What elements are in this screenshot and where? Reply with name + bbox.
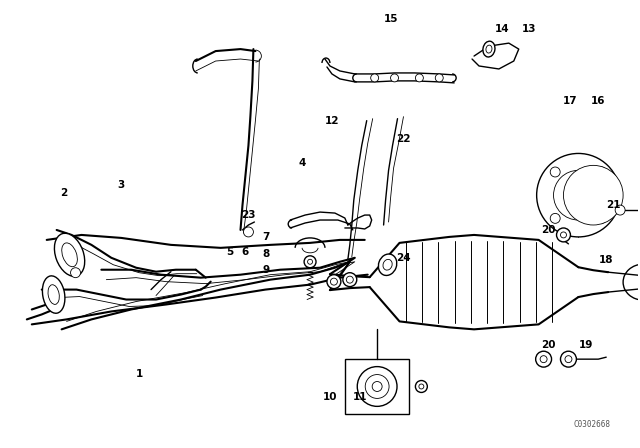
Circle shape [596,167,607,177]
Circle shape [70,268,81,278]
Circle shape [357,366,397,406]
Text: 13: 13 [522,24,536,34]
Ellipse shape [243,227,253,237]
Circle shape [565,356,572,362]
Text: 2: 2 [60,188,67,198]
Ellipse shape [62,243,77,267]
Text: 20: 20 [541,340,556,350]
Ellipse shape [42,276,65,313]
Ellipse shape [383,259,392,270]
Circle shape [346,276,353,283]
Circle shape [372,382,382,392]
Circle shape [419,384,424,389]
Text: 8: 8 [262,249,270,259]
Text: 24: 24 [396,253,411,263]
Text: 12: 12 [324,116,339,125]
Ellipse shape [378,254,397,276]
Circle shape [371,74,379,82]
Text: 10: 10 [323,392,337,402]
Text: 22: 22 [396,134,411,143]
Text: 20: 20 [541,225,556,235]
Text: 17: 17 [563,96,578,106]
Text: 15: 15 [384,14,399,24]
Circle shape [365,375,389,398]
Text: 18: 18 [599,255,614,265]
Text: 4: 4 [298,159,306,168]
Circle shape [561,351,577,367]
Ellipse shape [54,233,84,276]
Text: 6: 6 [242,247,249,257]
Text: 7: 7 [262,232,270,242]
Text: 11: 11 [353,392,367,402]
Circle shape [557,228,570,242]
Text: 5: 5 [226,247,233,257]
Polygon shape [345,359,410,414]
Circle shape [308,259,312,264]
Circle shape [615,205,625,215]
Text: 21: 21 [606,200,620,210]
Circle shape [415,74,423,82]
Circle shape [596,213,607,224]
Text: 14: 14 [495,24,509,34]
Ellipse shape [563,165,623,225]
Ellipse shape [486,45,492,53]
Text: 1: 1 [136,369,143,379]
Text: 3: 3 [118,180,125,190]
Circle shape [304,256,316,268]
Circle shape [550,167,560,177]
Circle shape [540,356,547,362]
Ellipse shape [483,41,495,57]
Circle shape [327,275,341,289]
Text: 9: 9 [263,265,270,275]
Circle shape [390,74,399,82]
Ellipse shape [48,285,60,304]
Circle shape [561,232,566,238]
Circle shape [536,351,552,367]
Text: 16: 16 [591,96,605,106]
Circle shape [435,74,444,82]
Text: 23: 23 [241,210,256,220]
Circle shape [330,278,337,285]
Circle shape [343,273,356,287]
Text: C0302668: C0302668 [573,420,610,429]
Circle shape [537,154,620,237]
Circle shape [550,213,560,224]
Circle shape [415,380,428,392]
Text: 19: 19 [579,340,593,350]
Circle shape [554,170,604,220]
